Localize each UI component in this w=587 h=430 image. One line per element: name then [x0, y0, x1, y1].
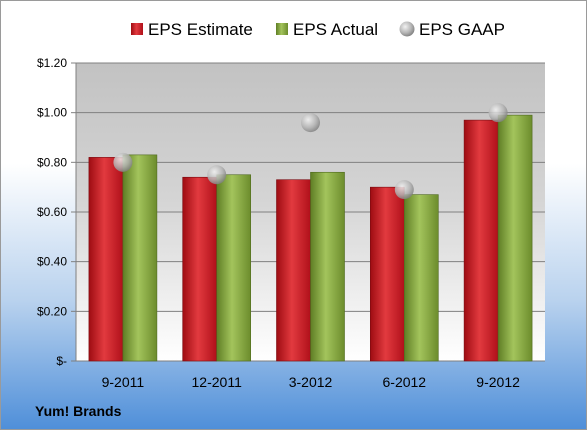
y-tick-label: $1.00 — [37, 106, 67, 120]
y-tick-label: $0.40 — [37, 255, 67, 269]
y-tick-label: $0.60 — [37, 205, 67, 219]
x-tick-label: 9-2011 — [102, 374, 145, 390]
bar-actual — [310, 171, 345, 362]
x-tick-label: 9-2012 — [476, 374, 520, 390]
point-gaap — [488, 103, 508, 123]
gaap-points — [113, 103, 508, 200]
brand-label: Yum! Brands — [35, 403, 122, 419]
y-tick-label: $0.20 — [37, 304, 67, 318]
legend-label-estimate: EPS Estimate — [148, 20, 253, 39]
x-tick-label: 3-2012 — [289, 374, 333, 390]
bar-actual — [122, 154, 158, 362]
y-axis-ticks: $- $0.20 $0.40 $0.60 $0.80 $1.00 $1.20 — [37, 56, 76, 368]
bars — [88, 114, 533, 362]
legend: EPS Estimate EPS Actual EPS GAAP — [131, 20, 505, 39]
bar-estimate — [463, 119, 499, 362]
point-gaap — [301, 113, 320, 133]
bar-estimate — [369, 186, 405, 362]
point-gaap — [207, 165, 227, 185]
x-tick-label: 6-2012 — [383, 374, 427, 390]
legend-label-gaap: EPS GAAP — [419, 20, 505, 39]
bar-estimate — [88, 157, 124, 362]
legend-swatch-estimate — [131, 23, 143, 35]
bar-actual — [216, 174, 251, 362]
y-tick-label: $0.80 — [37, 155, 67, 169]
bar-estimate — [276, 179, 311, 362]
y-tick-label: $1.20 — [37, 56, 67, 70]
bar-estimate — [182, 176, 217, 362]
legend-swatch-actual — [276, 23, 288, 35]
bar-actual — [403, 194, 439, 362]
legend-swatch-gaap — [399, 21, 415, 37]
x-tick-label: 12-2011 — [192, 374, 243, 390]
point-gaap — [394, 180, 414, 200]
y-tick-label: $- — [56, 354, 67, 368]
bar-actual — [497, 114, 533, 362]
legend-label-actual: EPS Actual — [293, 20, 378, 39]
x-axis-ticks: 9-2011 12-2011 3-2012 6-2012 9-2012 — [102, 374, 520, 390]
point-gaap — [113, 152, 133, 172]
